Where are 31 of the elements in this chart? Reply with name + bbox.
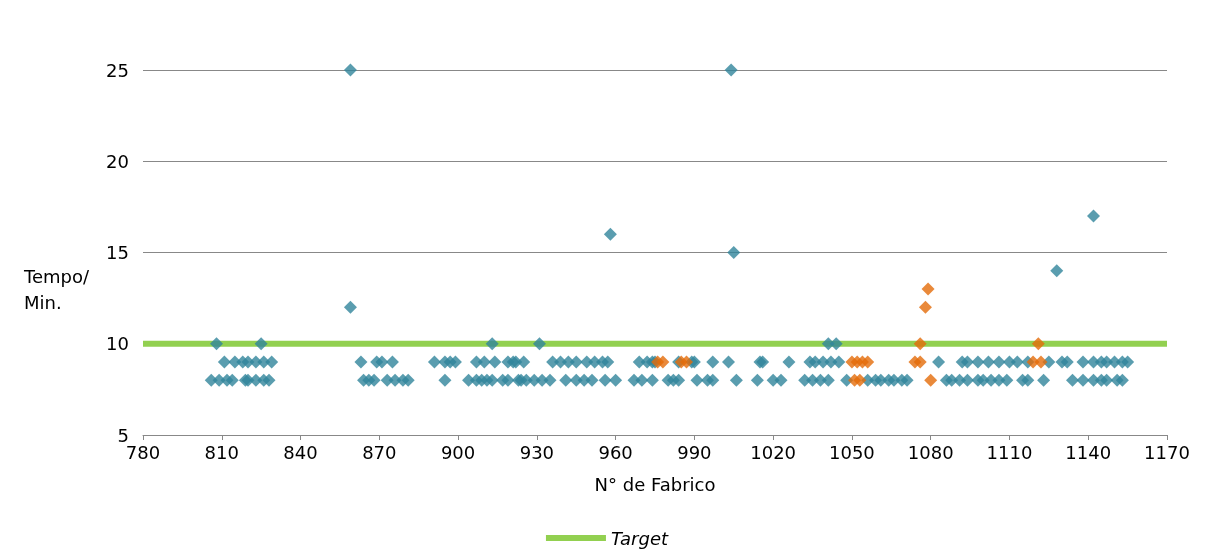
point (861, 355, 875, 369)
y-axis-title: Tempo/ Min. (23, 265, 90, 313)
x-tick-label: 960 (598, 441, 633, 463)
x-tick-label: 1140 (1065, 441, 1112, 463)
x-tick-label: 1020 (750, 441, 797, 463)
x-tick-label: 990 (677, 441, 712, 463)
point (924, 373, 938, 387)
point (913, 355, 927, 369)
x-tick-label: 1170 (1144, 441, 1190, 463)
point (1031, 337, 1045, 351)
point (913, 337, 927, 351)
point (656, 355, 670, 369)
x-tick-label: 1110 (986, 441, 1033, 463)
point (921, 282, 935, 296)
point (1034, 355, 1048, 369)
y-tick-label: 20 (106, 150, 129, 172)
x-tick-label: 930 (519, 441, 555, 463)
x-axis-title: N° de Fabrico (594, 473, 716, 495)
y-tick-label: 25 (106, 59, 129, 81)
x-tick-label: 810 (204, 441, 239, 463)
point (680, 355, 694, 369)
x-tick-label: 870 (362, 441, 397, 463)
legend-label: Target (610, 527, 669, 549)
point (918, 300, 932, 314)
x-tick-label: 840 (283, 441, 318, 463)
x-tick-label: 900 (440, 441, 476, 463)
point (853, 373, 867, 387)
x-tick-label: 1050 (829, 441, 875, 463)
x-tick-label: 1080 (907, 441, 954, 463)
y-tick-label: 10 (106, 333, 129, 355)
y-tick-label: 15 (106, 242, 129, 263)
